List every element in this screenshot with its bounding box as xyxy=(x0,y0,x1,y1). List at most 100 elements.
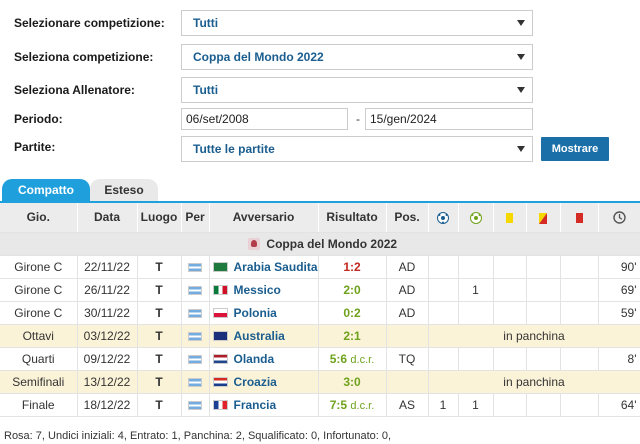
opponent-name[interactable]: Messico xyxy=(233,282,281,297)
goals-cell xyxy=(428,347,459,371)
red-cell xyxy=(560,278,599,302)
result-cell[interactable]: 1:2 xyxy=(318,255,387,279)
result-cell[interactable]: 7:5 d.c.r. xyxy=(318,393,387,417)
competition-select-2[interactable]: Coppa del Mondo 2022 xyxy=(181,44,533,70)
result-score[interactable]: 2:1 xyxy=(343,328,361,343)
col-result[interactable]: Risultato xyxy=(318,203,387,233)
yellowred-cell xyxy=(526,301,561,325)
venue-cell: T xyxy=(137,278,182,302)
yellow-card-icon xyxy=(506,213,513,224)
assists-cell xyxy=(458,255,494,279)
col-yellowred[interactable] xyxy=(526,203,561,233)
opponent-flag-icon xyxy=(212,376,228,387)
col-assists[interactable] xyxy=(458,203,494,233)
tab-extended[interactable]: Esteso xyxy=(90,179,158,203)
opponent-name[interactable]: Arabia Saudita xyxy=(233,259,318,274)
opponent-cell[interactable]: Messico xyxy=(209,278,319,302)
opponent-flag-icon xyxy=(212,284,228,295)
red-card-icon xyxy=(575,213,583,224)
assists-cell: 1 xyxy=(458,278,494,302)
filter-competition-1: Selezionare competizione: Tutti xyxy=(0,10,640,36)
yellow-cell xyxy=(493,255,527,279)
result-cell[interactable]: 0:2 xyxy=(318,301,387,325)
filter-label: Seleziona Allenatore: xyxy=(14,83,135,97)
yellowred-cell xyxy=(526,278,561,302)
tab-compact[interactable]: Compatto xyxy=(2,179,90,203)
position-cell xyxy=(386,370,429,394)
team-flag-icon xyxy=(188,331,202,341)
date-cell: 30/11/22 xyxy=(77,301,138,325)
col-goals[interactable] xyxy=(428,203,459,233)
opponent-name[interactable]: Australia xyxy=(233,328,285,343)
round-cell: Ottavi xyxy=(0,324,78,348)
yellow-cell xyxy=(493,347,527,371)
result-cell[interactable]: 3:0 xyxy=(318,370,387,394)
table-row: Ottavi 03/12/22 T Australia 2:1 in panchina xyxy=(0,324,640,348)
clock-icon xyxy=(612,211,626,225)
opponent-cell[interactable]: Australia xyxy=(209,324,319,348)
filter-label: Seleziona competizione: xyxy=(14,50,154,64)
result-cell[interactable]: 2:0 xyxy=(318,278,387,302)
table-header: Gio. Data Luogo Per Avversario Risultato… xyxy=(0,203,640,233)
for-cell xyxy=(181,255,210,279)
col-opponent[interactable]: Avversario xyxy=(209,203,319,233)
round-cell: Semifinali xyxy=(0,370,78,394)
col-yellow[interactable] xyxy=(493,203,527,233)
filter-coach: Seleziona Allenatore: Tutti xyxy=(0,77,640,103)
table-row: Girone C 30/11/22 T Polonia 0:2 AD 59' xyxy=(0,301,640,325)
goals-cell: 1 xyxy=(428,393,459,417)
opponent-flag-icon xyxy=(212,261,228,272)
col-minutes[interactable] xyxy=(598,203,640,233)
result-cell[interactable]: 2:1 xyxy=(318,324,387,348)
select-value: Tutti xyxy=(193,83,219,97)
result-cell[interactable]: 5:6 d.c.r. xyxy=(318,347,387,371)
matches-select[interactable]: Tutte le partite xyxy=(181,136,533,162)
col-position[interactable]: Pos. xyxy=(386,203,429,233)
col-red[interactable] xyxy=(560,203,599,233)
filter-label: Partite: xyxy=(14,140,56,154)
table-row: Semifinali 13/12/22 T Croazia 3:0 in panchina xyxy=(0,370,640,394)
result-score[interactable]: 3:0 xyxy=(343,374,361,389)
result-score[interactable]: 1:2 xyxy=(343,259,361,274)
col-venue[interactable]: Luogo xyxy=(137,203,182,233)
date-cell: 26/11/22 xyxy=(77,278,138,302)
competition-select-1[interactable]: Tutti xyxy=(181,10,533,36)
show-button[interactable]: Mostrare xyxy=(541,137,609,161)
round-cell: Girone C xyxy=(0,278,78,302)
view-tabs: Compatto Esteso xyxy=(0,179,640,203)
venue-cell: T xyxy=(137,255,182,279)
filter-competition-2: Seleziona competizione: Coppa del Mondo … xyxy=(0,44,640,70)
opponent-cell[interactable]: Croazia xyxy=(209,370,319,394)
result-score[interactable]: 5:6 xyxy=(329,351,348,366)
opponent-cell[interactable]: Francia xyxy=(209,393,319,417)
coach-select[interactable]: Tutti xyxy=(181,77,533,103)
results-table: Gio. Data Luogo Per Avversario Risultato… xyxy=(0,203,640,417)
result-score[interactable]: 0:2 xyxy=(343,305,361,320)
opponent-cell[interactable]: Olanda xyxy=(209,347,319,371)
yellow-red-card-icon xyxy=(539,212,547,224)
opponent-name[interactable]: Polonia xyxy=(233,305,277,320)
result-score[interactable]: 2:0 xyxy=(343,282,361,297)
position-cell: AD xyxy=(386,278,429,302)
opponent-name[interactable]: Croazia xyxy=(233,374,277,389)
opponent-cell[interactable]: Arabia Saudita xyxy=(209,255,319,279)
assist-ball-icon xyxy=(469,212,482,225)
competition-name[interactable]: Coppa del Mondo 2022 xyxy=(266,236,398,251)
table-row: Finale 18/12/22 T Francia 7:5 d.c.r. AS 1 1 64' xyxy=(0,393,640,417)
col-for[interactable]: Per xyxy=(181,203,210,233)
date-to-input[interactable]: 15/gen/2024 xyxy=(365,108,533,130)
assists-cell xyxy=(458,301,494,325)
col-round[interactable]: Gio. xyxy=(0,203,78,233)
result-score[interactable]: 7:5 xyxy=(329,397,348,412)
venue-cell: T xyxy=(137,370,182,394)
opponent-cell[interactable]: Polonia xyxy=(209,301,319,325)
filter-label: Selezionare competizione: xyxy=(14,16,165,30)
minutes-cell: 90' xyxy=(598,255,640,279)
goals-cell xyxy=(428,255,459,279)
minutes-cell: 59' xyxy=(598,301,640,325)
date-from-input[interactable]: 06/set/2008 xyxy=(181,108,348,130)
col-date[interactable]: Data xyxy=(77,203,138,233)
chevron-down-icon xyxy=(517,20,525,26)
opponent-name[interactable]: Olanda xyxy=(233,351,275,366)
opponent-name[interactable]: Francia xyxy=(233,397,277,412)
